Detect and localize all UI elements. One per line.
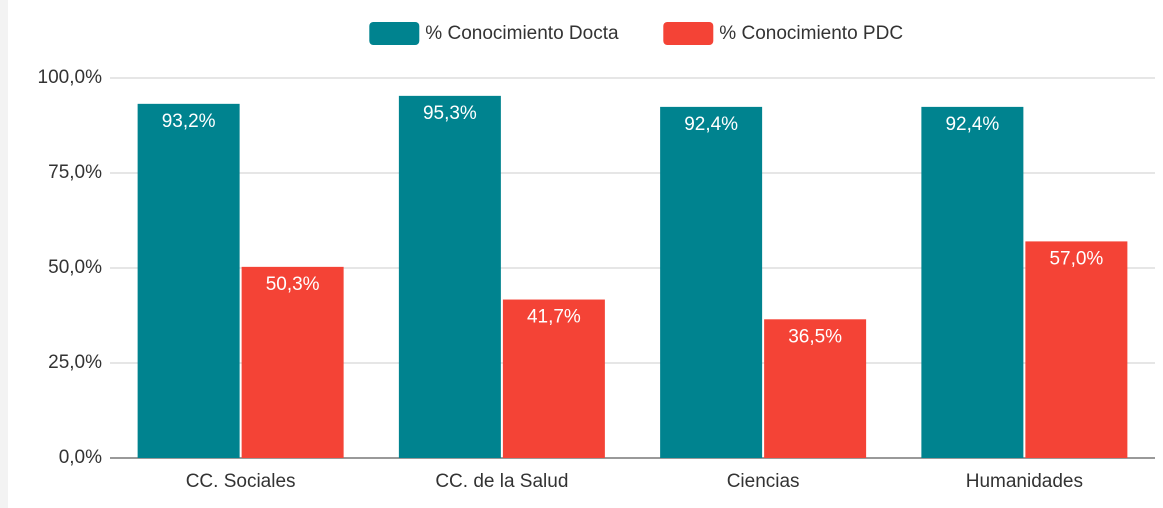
data-label: 93,2% (162, 111, 216, 132)
y-tick-label: 75,0% (48, 162, 102, 183)
bar (241, 266, 344, 458)
data-label: 92,4% (945, 114, 999, 135)
y-tick-label: 50,0% (48, 257, 102, 278)
y-tick-label: 0,0% (59, 447, 102, 468)
legend-label: % Conocimiento PDC (719, 23, 903, 44)
bar (660, 106, 763, 458)
bar (137, 103, 240, 458)
data-label: 92,4% (684, 114, 738, 135)
legend-swatch (369, 22, 420, 45)
bar (398, 95, 501, 459)
data-label: 36,5% (788, 326, 842, 347)
legend-label: % Conocimiento Docta (425, 23, 619, 44)
x-tick-label: CC. Sociales (186, 471, 296, 492)
bar (502, 299, 605, 458)
y-tick-label: 25,0% (48, 352, 102, 373)
y-tick-label: 100,0% (38, 67, 103, 88)
bar (764, 319, 867, 458)
x-tick-label: CC. de la Salud (435, 471, 568, 492)
x-tick-label: Ciencias (727, 471, 800, 492)
legend-swatch (663, 22, 714, 45)
bar (1025, 241, 1128, 458)
data-label: 95,3% (423, 103, 477, 124)
data-label: 50,3% (266, 274, 320, 295)
data-label: 41,7% (527, 307, 581, 328)
x-tick-label: Humanidades (966, 471, 1083, 492)
bar (921, 106, 1024, 458)
data-label: 57,0% (1049, 248, 1103, 269)
